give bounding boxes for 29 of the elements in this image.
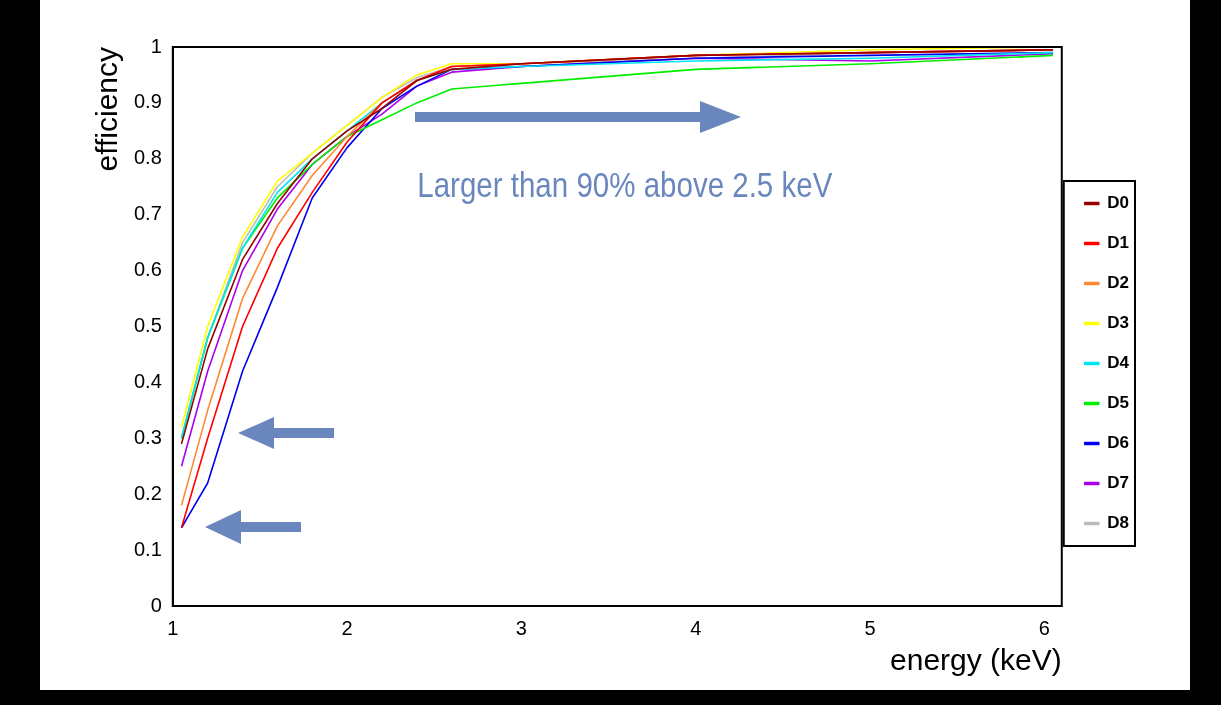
x-tick-label: 3 [515, 616, 527, 639]
x-axis-title: energy (keV) [890, 643, 1062, 677]
x-tick-label: 2 [341, 616, 353, 639]
y-tick-label: 0.1 [133, 537, 162, 560]
legend-label: D2 [1107, 273, 1129, 293]
legend-label: D4 [1107, 353, 1130, 373]
y-tick-label: 0.6 [133, 258, 162, 281]
x-tick-label: 1 [167, 616, 179, 639]
y-tick-label: 0.7 [133, 202, 162, 225]
legend-label: D3 [1107, 313, 1129, 333]
y-tick-label: 1 [150, 34, 162, 57]
x-tick-label: 4 [690, 616, 702, 639]
x-tick-label: 5 [864, 616, 876, 639]
y-axis-title: efficiency [90, 47, 124, 172]
y-tick-label: 0.9 [133, 90, 162, 113]
legend-label: D8 [1107, 513, 1129, 533]
y-tick-label: 0.4 [133, 369, 162, 392]
y-tick-label: 0.8 [133, 146, 162, 169]
legend-label: D0 [1107, 193, 1129, 213]
y-tick-label: 0.5 [133, 314, 162, 337]
legend-label: D6 [1107, 433, 1129, 453]
y-tick-label: 0 [150, 593, 162, 616]
annotation: Larger than 90% above 2.5 keV [417, 163, 833, 205]
legend-label: D5 [1107, 393, 1129, 413]
y-tick-label: 0.3 [133, 425, 162, 448]
y-tick-label: 0.2 [133, 481, 162, 504]
x-tick-label: 6 [1038, 616, 1050, 639]
legend-label: D7 [1107, 473, 1129, 493]
legend-label: D1 [1107, 233, 1129, 253]
